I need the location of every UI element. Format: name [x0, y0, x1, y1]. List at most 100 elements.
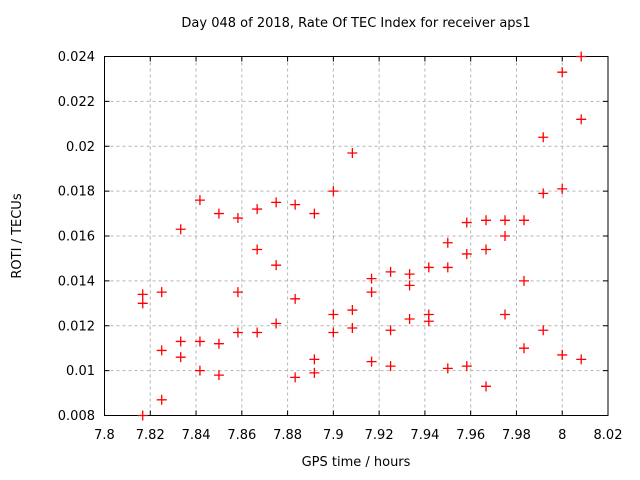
data-point-plus-marker: [366, 356, 377, 367]
data-point-plus-marker: [137, 298, 148, 309]
x-tick-label: 8.02: [594, 428, 623, 443]
data-point-plus-marker: [500, 309, 511, 320]
x-tick-label: 7.86: [227, 428, 256, 443]
data-point-plus-marker: [442, 262, 453, 273]
data-point-plus-marker: [137, 289, 148, 300]
chart-title: Day 048 of 2018, Rate Of TEC Index for r…: [181, 16, 530, 31]
data-point-plus-marker: [175, 352, 186, 363]
data-point-plus-marker: [328, 327, 339, 338]
data-point-plus-marker: [213, 338, 224, 349]
data-point-plus-marker: [385, 325, 396, 336]
data-point-plus-marker: [252, 327, 263, 338]
data-point-plus-marker: [576, 114, 587, 125]
x-tick-label: 7.94: [410, 428, 439, 443]
data-point-plus-marker: [500, 231, 511, 241]
data-point-plus-marker: [290, 372, 301, 383]
x-tick-label: 8: [558, 428, 566, 443]
tick-label-layer: 7.8 7.82 7.84 7.86 7.88 7.9 7.92 7.94 7.96 7.98 8 8…: [58, 50, 623, 443]
data-point-plus-marker: [366, 287, 377, 298]
y-tick-label: 0.02: [66, 140, 95, 155]
data-point-plus-marker: [385, 266, 396, 277]
y-axis-label: ROTI / TECUs: [10, 193, 25, 278]
point-layer: [137, 51, 587, 421]
data-point-plus-marker: [423, 316, 434, 327]
data-point-plus-marker: [156, 345, 167, 356]
data-point-plus-marker: [519, 343, 530, 354]
data-point-plus-marker: [137, 410, 148, 421]
x-tick-label: 7.96: [456, 428, 485, 443]
data-point-plus-marker: [309, 208, 320, 219]
data-point-plus-marker: [175, 224, 186, 235]
data-point-plus-marker: [290, 293, 301, 304]
data-point-plus-marker: [500, 215, 511, 226]
data-point-plus-marker: [252, 244, 263, 255]
data-point-plus-marker: [538, 325, 549, 336]
y-tick-label: 0.01: [66, 364, 95, 379]
data-point-plus-marker: [557, 183, 568, 194]
data-point-plus-marker: [232, 327, 243, 338]
data-point-plus-marker: [519, 215, 530, 226]
data-point-plus-marker: [404, 269, 415, 280]
data-point-plus-marker: [538, 188, 549, 199]
data-point-plus-marker: [309, 354, 320, 365]
data-point-plus-marker: [519, 275, 530, 286]
y-tick-label: 0.016: [58, 230, 95, 245]
data-point-plus-marker: [557, 349, 568, 360]
x-tick-label: 7.9: [323, 428, 344, 443]
data-point-plus-marker: [271, 318, 282, 329]
data-point-plus-marker: [385, 361, 396, 372]
data-point-plus-marker: [194, 336, 205, 347]
data-point-plus-marker: [461, 248, 472, 259]
data-point-plus-marker: [175, 336, 186, 347]
x-tick-label: 7.92: [365, 428, 394, 443]
y-tick-label: 0.014: [58, 274, 95, 289]
data-point-plus-marker: [557, 67, 568, 78]
data-point-plus-marker: [213, 370, 224, 381]
data-point-plus-marker: [271, 197, 282, 208]
data-point-plus-marker: [271, 260, 282, 271]
data-point-plus-marker: [481, 215, 492, 226]
data-point-plus-marker: [404, 280, 415, 291]
y-tick-label: 0.022: [58, 95, 95, 110]
data-point-plus-marker: [156, 394, 167, 405]
y-tick-label: 0.008: [58, 409, 95, 424]
data-point-plus-marker: [461, 217, 472, 228]
data-point-plus-marker: [538, 132, 549, 143]
data-point-plus-marker: [347, 147, 358, 158]
x-tick-label: 7.88: [273, 428, 302, 443]
y-tick-label: 0.024: [58, 50, 95, 65]
data-point-plus-marker: [481, 381, 492, 392]
data-point-plus-marker: [347, 322, 358, 333]
y-tick-label: 0.012: [58, 319, 95, 334]
grid-layer: [104, 56, 608, 416]
data-point-plus-marker: [213, 208, 224, 219]
data-point-plus-marker: [576, 51, 587, 62]
x-tick-label: 7.82: [136, 428, 165, 443]
data-point-plus-marker: [366, 273, 377, 284]
tick-layer: [104, 56, 609, 416]
data-point-plus-marker: [461, 361, 472, 372]
data-point-plus-marker: [423, 262, 434, 273]
data-point-plus-marker: [442, 363, 453, 374]
data-point-plus-marker: [194, 195, 205, 206]
data-point-plus-marker: [328, 309, 339, 320]
data-point-plus-marker: [290, 199, 301, 210]
x-axis-label: GPS time / hours: [302, 455, 411, 470]
data-point-plus-marker: [576, 354, 587, 365]
data-point-plus-marker: [347, 305, 358, 316]
data-point-plus-marker: [194, 365, 205, 376]
y-tick-label: 0.018: [58, 185, 95, 200]
data-point-plus-marker: [481, 244, 492, 255]
data-point-plus-marker: [232, 213, 243, 224]
x-tick-label: 7.8: [94, 428, 115, 443]
x-tick-label: 7.98: [502, 428, 531, 443]
data-point-plus-marker: [156, 287, 167, 298]
data-point-plus-marker: [404, 314, 415, 325]
data-point-plus-marker: [309, 367, 320, 378]
x-tick-label: 7.84: [182, 428, 211, 443]
data-point-plus-marker: [252, 204, 263, 215]
data-point-plus-marker: [328, 186, 339, 197]
data-point-plus-marker: [442, 237, 453, 248]
